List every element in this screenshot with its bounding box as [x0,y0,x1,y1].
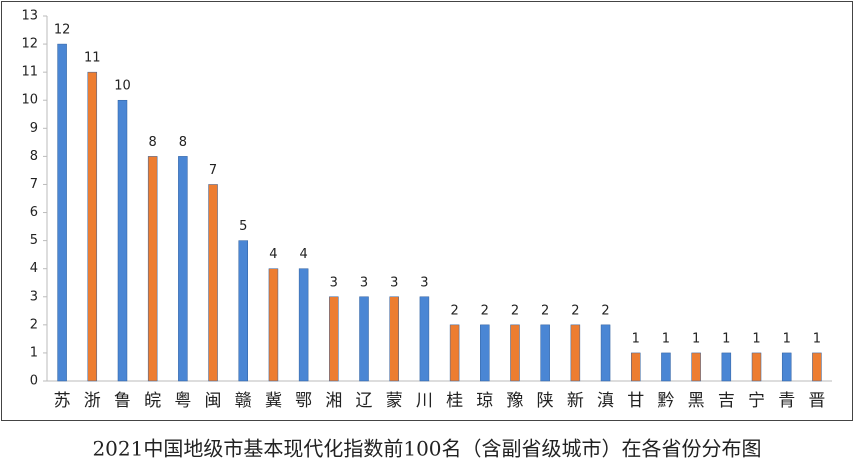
data-label: 1 [722,331,730,346]
y-tick-label: 4 [30,261,38,276]
x-tick-label: 闽 [205,391,222,411]
y-tick-label: 0 [30,374,38,389]
bar [147,156,158,382]
data-label: 8 [149,135,157,150]
bar [208,184,218,382]
bar [419,296,430,382]
bar [117,99,128,382]
y-tick-label: 3 [30,289,38,304]
data-label: 2 [571,303,579,318]
bar [631,352,641,382]
x-tick-label: 浙 [84,391,101,411]
x-tick-label: 辽 [356,391,373,411]
x-tick-label: 黑 [688,391,705,411]
data-label: 2 [541,303,549,318]
y-tick-label: 12 [21,37,38,52]
data-label: 12 [54,23,71,38]
y-tick-label: 7 [30,177,38,192]
x-tick-label: 粤 [174,391,191,411]
bar [359,296,369,382]
x-tick-label: 黔 [657,391,674,411]
data-label: 3 [390,275,398,290]
bar [389,296,399,382]
y-tick-label: 6 [30,205,38,220]
x-tick-label: 豫 [506,391,523,411]
bar [812,352,822,382]
x-tick-label: 吉 [718,391,735,411]
x-tick-label: 皖 [144,391,161,411]
x-tick-label: 鄂 [295,391,312,411]
bar [721,352,732,382]
chart-title: 2021中国地级市基本现代化指数前100名（含副省级城市）在各省份分布图 [92,437,761,461]
x-tick-label: 陕 [537,391,554,411]
y-tick-label: 13 [21,9,38,24]
data-label: 4 [299,247,307,262]
bar [268,268,279,382]
data-label: 7 [209,163,217,178]
data-label: 10 [114,79,131,94]
data-label: 4 [269,247,277,262]
data-label: 1 [813,331,821,346]
bar [570,324,581,382]
bar [540,324,550,382]
data-label: 8 [179,135,187,150]
x-tick-label: 宁 [748,391,765,411]
data-label: 3 [360,275,368,290]
bar [178,156,188,382]
data-label: 3 [330,275,338,290]
bar [480,324,490,382]
y-tick-label: 8 [30,149,38,164]
data-label: 5 [239,219,247,234]
y-tick-label: 11 [21,65,38,80]
data-label: 1 [692,331,700,346]
x-tick-label: 桂 [446,391,463,411]
bar [751,352,762,382]
data-label: 2 [601,303,609,318]
bar [600,324,611,382]
data-label: 2 [511,303,519,318]
x-tick-label: 赣 [235,391,252,411]
data-label: 1 [632,331,640,346]
x-tick-label: 新 [567,391,584,411]
y-tick-label: 10 [21,93,38,108]
bar [661,352,671,382]
x-tick-label: 苏 [54,391,71,411]
bar [329,296,339,382]
x-tick-label: 湘 [325,391,342,411]
bar [57,43,67,382]
x-tick-label: 蒙 [386,391,403,411]
bar [238,240,248,382]
data-label: 11 [84,51,101,66]
x-tick-label: 川 [416,391,433,411]
bar [298,268,309,382]
y-tick-label: 2 [30,317,38,332]
y-tick-label: 5 [30,233,38,248]
y-tick-label: 9 [30,121,38,136]
x-tick-label: 琼 [476,391,493,411]
data-label: 1 [662,331,670,346]
x-tick-label: 滇 [597,391,614,411]
bar [87,71,98,382]
x-tick-label: 冀 [265,391,282,411]
data-label: 1 [752,331,760,346]
x-tick-label: 青 [778,391,795,411]
bar [510,324,520,382]
chart-frame [1,1,853,421]
data-label: 2 [481,303,489,318]
x-tick-label: 鲁 [114,391,131,411]
data-label: 3 [420,275,428,290]
bar [781,352,792,382]
x-tick-label: 晋 [808,391,825,411]
bar [691,352,701,382]
y-tick-label: 1 [30,345,38,360]
bar [449,324,460,382]
x-tick-label: 甘 [627,391,644,411]
data-label: 2 [450,303,458,318]
data-label: 1 [783,331,791,346]
